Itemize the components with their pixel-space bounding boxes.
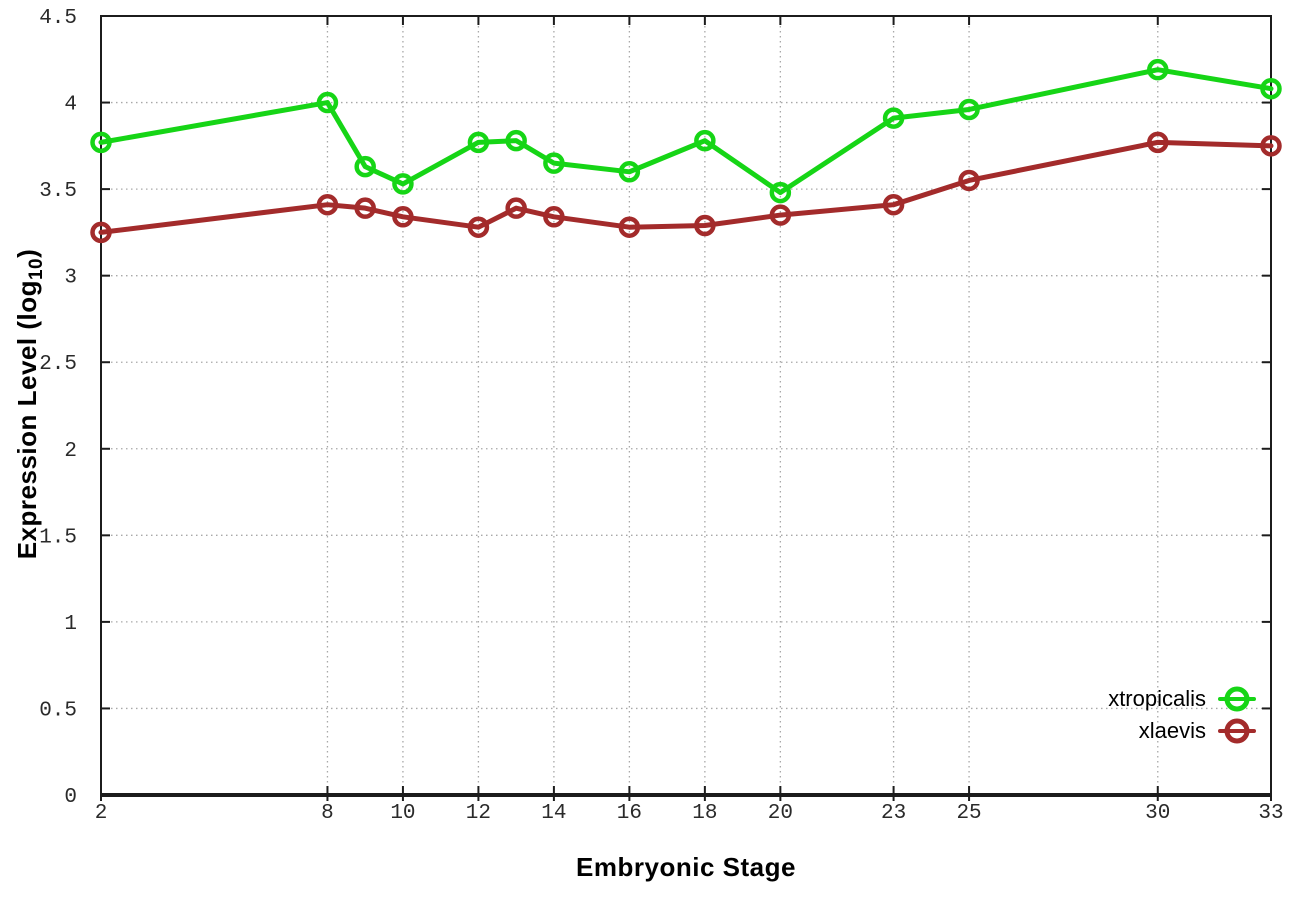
series-line-xlaevis — [98, 139, 1274, 235]
data-point-marker-xtropicalis — [392, 173, 414, 195]
y-tick-label: 2 — [64, 440, 77, 463]
x-tick-label: 33 — [1258, 802, 1283, 825]
x-tick-label: 2 — [95, 802, 108, 825]
y-axis-title-close: ) — [12, 248, 42, 258]
data-point-marker-xlaevis — [694, 214, 716, 237]
line-circle-marker-icon — [1218, 685, 1256, 713]
y-tick-label: 0.5 — [39, 699, 77, 722]
data-point-marker-xtropicalis — [1147, 58, 1169, 81]
data-point-marker-xtropicalis — [505, 129, 527, 152]
data-point-marker-xlaevis — [354, 197, 376, 219]
y-tick-label: 3.5 — [39, 180, 77, 203]
x-tick-label: 30 — [1145, 802, 1170, 825]
data-point-marker-xtropicalis — [316, 91, 339, 114]
x-tick-label: 14 — [541, 802, 566, 825]
data-point-marker-xtropicalis — [467, 131, 490, 154]
x-tick-label: 10 — [390, 802, 415, 825]
y-tick-label: 1.5 — [39, 526, 77, 549]
data-point-marker-xlaevis — [958, 169, 980, 192]
x-tick-label: 8 — [321, 802, 334, 825]
data-point-marker-xlaevis — [467, 216, 490, 238]
data-point-marker-xlaevis — [1260, 135, 1282, 157]
x-axis-title: Embryonic Stage — [576, 852, 796, 882]
x-tick-label: 20 — [768, 802, 793, 825]
y-axis-title: Expression Level (log10) — [12, 249, 48, 560]
data-point-marker-xtropicalis — [958, 98, 980, 121]
y-axis-title-text: Expression Level (log — [12, 280, 42, 560]
data-point-marker-xlaevis — [392, 206, 414, 228]
line-circle-marker-icon — [1218, 717, 1256, 745]
circle-marker-icon — [1224, 686, 1250, 712]
x-tick-label: 18 — [692, 802, 717, 825]
data-point-marker-xtropicalis — [543, 152, 565, 174]
data-point-marker-xlaevis — [505, 197, 527, 219]
data-point-marker-xtropicalis — [618, 161, 641, 183]
y-tick-label: 2.5 — [39, 353, 77, 376]
data-point-marker-xlaevis — [1147, 131, 1169, 154]
data-point-marker-xtropicalis — [354, 155, 376, 178]
legend-label-xtropicalis: xtropicalis — [1108, 686, 1206, 711]
legend-label-xlaevis: xlaevis — [1138, 718, 1206, 743]
y-tick-label: 3 — [64, 267, 77, 290]
x-tick-label: 23 — [881, 802, 906, 825]
x-tick-label: 12 — [466, 802, 491, 825]
y-tick-label: 4.5 — [39, 7, 77, 30]
data-point-marker-xtropicalis — [90, 131, 112, 154]
data-point-marker-xlaevis — [543, 206, 565, 228]
y-axis-title-subscript: 10 — [26, 257, 47, 281]
series-line-xtropicalis — [98, 67, 1274, 196]
circle-marker-icon — [1224, 718, 1250, 744]
plot-border — [100, 15, 1272, 796]
data-point-marker-xlaevis — [769, 204, 792, 226]
legend: xtropicalis xlaevis — [1108, 684, 1256, 746]
y-tick-label: 4 — [64, 94, 77, 117]
data-point-marker-xtropicalis — [694, 129, 716, 152]
data-point-marker-xlaevis — [316, 193, 339, 216]
legend-item-xtropicalis: xtropicalis — [1108, 684, 1256, 714]
data-point-marker-xlaevis — [618, 216, 641, 238]
data-point-marker-xlaevis — [90, 221, 112, 244]
data-point-marker-xtropicalis — [769, 181, 792, 204]
legend-item-xlaevis: xlaevis — [1139, 716, 1256, 746]
y-tick-label: 1 — [64, 613, 77, 636]
data-point-marker-xtropicalis — [882, 107, 905, 129]
data-point-marker-xlaevis — [882, 193, 905, 216]
x-tick-label: 16 — [617, 802, 642, 825]
y-tick-label: 0 — [64, 786, 77, 809]
data-point-marker-xtropicalis — [1260, 77, 1282, 100]
x-tick-label: 25 — [956, 802, 981, 825]
